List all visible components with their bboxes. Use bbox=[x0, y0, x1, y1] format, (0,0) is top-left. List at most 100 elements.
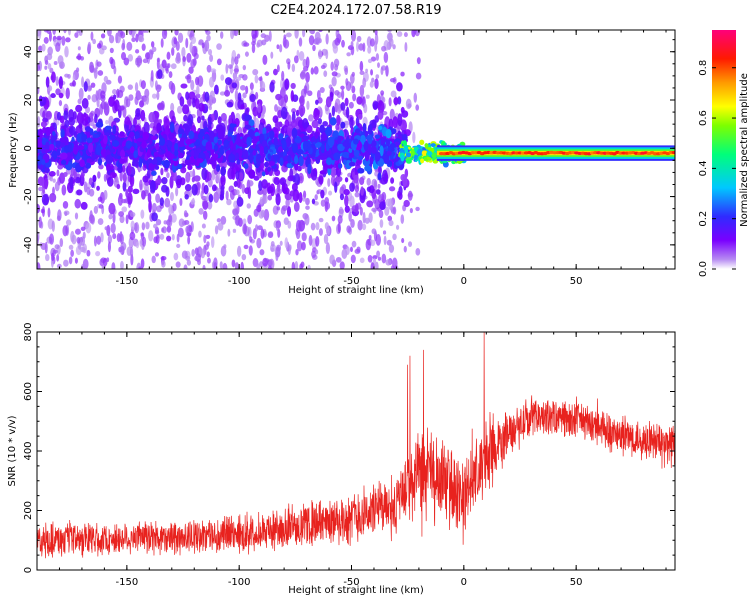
spectrogram-cell bbox=[388, 37, 394, 47]
spectrogram-cell bbox=[138, 36, 145, 43]
spectrogram-cell bbox=[60, 152, 68, 160]
spectrogram-cell bbox=[74, 198, 82, 209]
spectrogram-cell bbox=[106, 176, 114, 187]
spectrogram-cell bbox=[168, 204, 173, 215]
spectrogram-cell bbox=[201, 103, 205, 112]
spectrogram-cell bbox=[68, 127, 73, 134]
spectrogram-cell bbox=[140, 209, 145, 219]
spectrogram-cell bbox=[405, 98, 412, 110]
spectrogram-cell bbox=[107, 241, 112, 253]
spectrogram-cell bbox=[202, 264, 206, 269]
spectrogram-cell bbox=[97, 171, 101, 179]
spectrogram-cell bbox=[387, 30, 393, 33]
spectrogram-cell bbox=[251, 43, 256, 54]
spectrogram-cell bbox=[41, 147, 46, 154]
spectrogram-cell bbox=[376, 250, 381, 258]
spectrogram-cell bbox=[260, 209, 266, 218]
spectrogram-cell bbox=[247, 180, 254, 187]
spectrogram-cell bbox=[319, 170, 327, 175]
spectrogram-cell bbox=[151, 255, 156, 264]
spectrogram-cell bbox=[109, 47, 114, 54]
spectrogram-cell bbox=[214, 225, 219, 235]
spectrogram-cell bbox=[277, 146, 284, 153]
spectrogram-cell bbox=[264, 258, 270, 263]
spectrogram-cell bbox=[319, 86, 325, 94]
spectrogram-cell bbox=[370, 146, 377, 154]
spectrogram-cell bbox=[151, 46, 157, 53]
spectrogram-cell bbox=[385, 128, 392, 139]
spectrogram-cell bbox=[177, 105, 183, 114]
spectrogram-cell bbox=[52, 249, 58, 254]
spectrogram-cell bbox=[95, 144, 102, 156]
spectrogram-cell bbox=[403, 245, 407, 253]
spectrogram-cell bbox=[200, 146, 206, 151]
spectrogram-cell bbox=[81, 97, 89, 109]
spectrogram-cell bbox=[248, 147, 254, 154]
spectrogram-cell bbox=[317, 49, 323, 60]
spectrogram-cell bbox=[50, 93, 56, 99]
spectrogram-cell bbox=[385, 139, 391, 147]
spectrogram-cell bbox=[38, 186, 44, 192]
spectrogram-cell bbox=[302, 140, 308, 152]
spectrogram-cell bbox=[147, 192, 152, 204]
spectrogram-cell bbox=[63, 172, 68, 178]
spectrogram-cell bbox=[270, 51, 274, 59]
spectrogram-cell bbox=[374, 78, 379, 90]
spectrogram-cell bbox=[161, 59, 167, 69]
snr-x-ticks: -150 -100 -50 0 50 bbox=[36, 332, 667, 588]
spectrogram-cell bbox=[47, 207, 51, 218]
spectrogram-cell bbox=[339, 261, 345, 269]
spectrogram-cell bbox=[402, 174, 408, 188]
spectrogram-cell bbox=[263, 161, 269, 168]
spectrogram-cell bbox=[299, 95, 305, 107]
spectrogram-cell bbox=[154, 111, 160, 119]
spectrogram-cell bbox=[341, 89, 345, 100]
spectrogram-cell bbox=[129, 174, 135, 187]
spectrogram-marks bbox=[37, 30, 675, 269]
spectrogram-cell bbox=[348, 152, 355, 159]
spectrogram-cell bbox=[96, 61, 102, 67]
spectrogram-cell bbox=[62, 225, 68, 237]
spectrogram-cell bbox=[344, 177, 349, 183]
spectrogram-cell bbox=[203, 234, 207, 244]
spectrogram-cell bbox=[298, 219, 306, 232]
spectrogram-cell bbox=[161, 260, 166, 268]
spectrogram-cell bbox=[37, 176, 44, 186]
spectrogram-cell bbox=[295, 248, 299, 256]
spectrogram-cell bbox=[211, 160, 216, 167]
spectrogram-cell bbox=[314, 31, 321, 43]
spectrogram-cell bbox=[103, 103, 110, 116]
spectrogram-cell bbox=[275, 193, 281, 206]
spectrogram-cell bbox=[125, 214, 129, 225]
spectrogram-cell bbox=[64, 46, 69, 58]
spectrogram-cell bbox=[352, 138, 359, 145]
spectrogram-cell bbox=[50, 156, 55, 162]
spectrogram-cell bbox=[194, 76, 200, 86]
spectrogram-cell bbox=[154, 252, 160, 257]
spectrogram-cell bbox=[431, 152, 437, 159]
spectrogram-cell bbox=[111, 262, 116, 269]
spectrogram-cell bbox=[45, 141, 50, 151]
spectrogram-cell bbox=[334, 181, 338, 193]
spectrogram-cell bbox=[316, 89, 321, 100]
spectrogram-cell bbox=[234, 215, 241, 226]
spectrogram-cell bbox=[344, 194, 349, 207]
spectrogram-cell bbox=[345, 246, 350, 256]
spectrogram-cell bbox=[419, 139, 425, 146]
spectrogram-cell bbox=[256, 153, 261, 160]
spectrogram-cell bbox=[220, 184, 225, 198]
spectrogram-cell bbox=[196, 158, 204, 164]
snr-x-tick-label: -50 bbox=[343, 577, 359, 588]
spectrogram-cell bbox=[151, 212, 158, 222]
spectrogram-cell bbox=[368, 235, 372, 240]
spectrogram-cell bbox=[161, 227, 165, 233]
spectrogram-cell bbox=[200, 190, 204, 199]
spectrogram-cell bbox=[99, 258, 105, 267]
spectrogram-cell bbox=[76, 236, 81, 244]
spectrogram-cell bbox=[258, 76, 263, 82]
spectrogram-cell bbox=[671, 150, 675, 155]
spectrogram-cell bbox=[58, 100, 63, 107]
spectrogram-cell bbox=[93, 205, 99, 214]
spectrogram-cell bbox=[175, 261, 181, 268]
spectrogram-cell bbox=[41, 43, 46, 52]
